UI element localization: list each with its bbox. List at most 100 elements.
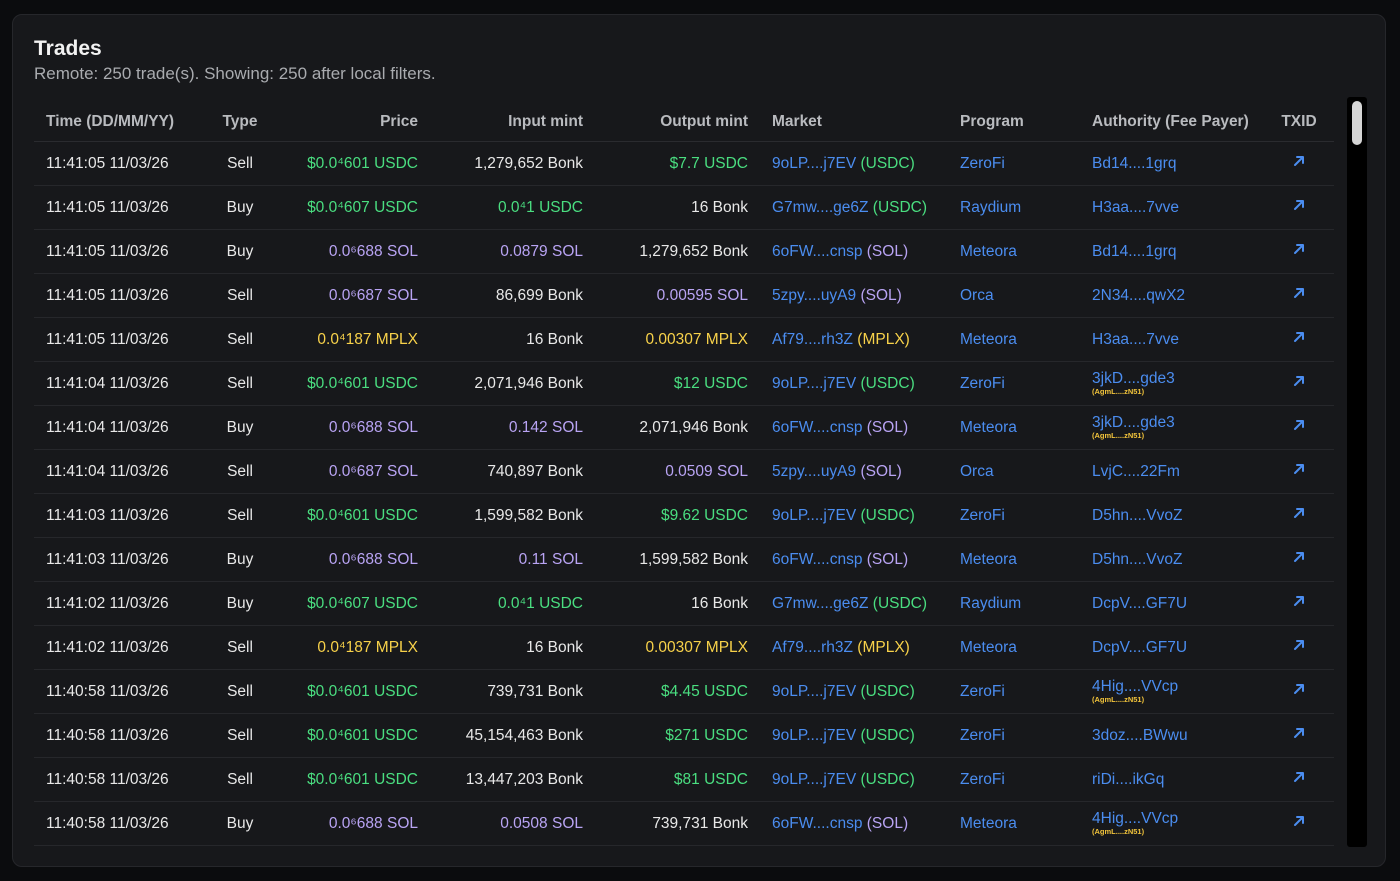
authority-link[interactable]: 4Hig....VVcp — [1092, 678, 1179, 695]
external-link-icon[interactable] — [1292, 770, 1306, 784]
cell-time: 11:40:58 11/03/26 — [34, 757, 200, 802]
authority-link[interactable]: D5hn....VvoZ — [1092, 506, 1183, 524]
market-link[interactable]: 5zpy....uyA9 — [772, 286, 857, 304]
program-link[interactable]: ZeroFi — [960, 682, 1005, 700]
external-link-icon[interactable] — [1292, 374, 1306, 388]
cell-market: 6oFW....cnsp (SOL) — [760, 801, 948, 846]
time-text: 11:41:05 11/03/26 — [46, 330, 169, 348]
cell-market: 9oLP....j7EV (USDC) — [760, 141, 948, 186]
authority-link[interactable]: Bd14....1grq — [1092, 154, 1177, 172]
authority-link[interactable]: Bd14....1grq — [1092, 242, 1177, 260]
external-link-icon[interactable] — [1292, 286, 1306, 300]
program-link[interactable]: Orca — [960, 462, 994, 480]
market-link[interactable]: 5zpy....uyA9 — [772, 462, 857, 480]
authority-link[interactable]: 4Hig....VVcp — [1092, 810, 1179, 827]
market-link[interactable]: 9oLP....j7EV — [772, 770, 857, 788]
program-link[interactable]: ZeroFi — [960, 770, 1005, 788]
authority-link[interactable]: 3jkD....gde3 — [1092, 414, 1175, 431]
price-value: 0.0⁶688 — [328, 814, 383, 832]
cell-output-mint: 1,599,582 Bonk — [595, 537, 760, 582]
external-link-icon[interactable] — [1292, 154, 1306, 168]
cell-price: $0.0⁴601 USDC — [280, 713, 430, 758]
program-link[interactable]: ZeroFi — [960, 726, 1005, 744]
authority-link[interactable]: H3aa....7vve — [1092, 330, 1180, 348]
authority-link[interactable]: 3jkD....gde3 — [1092, 370, 1175, 387]
program-link[interactable]: Raydium — [960, 594, 1022, 612]
market-link[interactable]: 6oFW....cnsp — [772, 418, 863, 436]
cell-input-mint: 740,897 Bonk — [430, 449, 595, 494]
price-value: 0.0⁶688 — [328, 418, 383, 436]
market-link[interactable]: 6oFW....cnsp — [772, 814, 863, 832]
program-link[interactable]: Orca — [960, 286, 994, 304]
input-amount: 13,447,203 — [465, 770, 544, 788]
program-link[interactable]: ZeroFi — [960, 506, 1005, 524]
cell-program: ZeroFi — [948, 757, 1080, 802]
market-link[interactable]: G7mw....ge6Z — [772, 594, 869, 612]
market-link[interactable]: 9oLP....j7EV — [772, 506, 857, 524]
col-header-authority[interactable]: Authority (Fee Payer) — [1080, 103, 1264, 142]
authority-link[interactable]: riDi....ikGq — [1092, 770, 1165, 788]
authority-link[interactable]: H3aa....7vve — [1092, 198, 1180, 216]
market-link[interactable]: 6oFW....cnsp — [772, 242, 863, 260]
col-header-market[interactable]: Market — [760, 103, 948, 142]
market-link[interactable]: Af79....rh3Z — [772, 330, 853, 348]
input-amount: 739,731 — [487, 682, 544, 700]
col-header-txid[interactable]: TXID — [1264, 103, 1334, 142]
col-header-program[interactable]: Program — [948, 103, 1080, 142]
scrollbar-thumb[interactable] — [1352, 101, 1362, 145]
authority-link[interactable]: LvjC....22Fm — [1092, 462, 1180, 480]
col-header-output-mint[interactable]: Output mint — [595, 103, 760, 142]
cell-input-mint: 0.0⁴1 USDC — [430, 581, 595, 626]
external-link-icon[interactable] — [1292, 330, 1306, 344]
table-scrollbar[interactable] — [1347, 97, 1367, 847]
external-link-icon[interactable] — [1292, 462, 1306, 476]
external-link-icon[interactable] — [1292, 814, 1306, 828]
output-amount: 0.00595 — [656, 286, 713, 304]
program-link[interactable]: Meteora — [960, 330, 1017, 348]
market-link[interactable]: 9oLP....j7EV — [772, 374, 857, 392]
output-amount: $271 — [665, 726, 700, 744]
external-link-icon[interactable] — [1292, 594, 1306, 608]
market-quote: (USDC) — [872, 198, 928, 216]
program-link[interactable]: Meteora — [960, 814, 1017, 832]
program-link[interactable]: Meteora — [960, 638, 1017, 656]
cell-time: 11:40:58 11/03/26 — [34, 713, 200, 758]
market-link[interactable]: 6oFW....cnsp — [772, 550, 863, 568]
external-link-icon[interactable] — [1292, 198, 1306, 212]
market-link[interactable]: G7mw....ge6Z — [772, 198, 869, 216]
authority-link[interactable]: DcpV....GF7U — [1092, 638, 1188, 656]
external-link-icon[interactable] — [1292, 506, 1306, 520]
type-text: Sell — [227, 330, 253, 348]
price-unit: MPLX — [375, 330, 418, 348]
col-header-price[interactable]: Price — [280, 103, 430, 142]
program-link[interactable]: ZeroFi — [960, 154, 1005, 172]
external-link-icon[interactable] — [1292, 242, 1306, 256]
program-link[interactable]: Meteora — [960, 550, 1017, 568]
external-link-icon[interactable] — [1292, 682, 1306, 696]
market-link[interactable]: 9oLP....j7EV — [772, 682, 857, 700]
external-link-icon[interactable] — [1292, 418, 1306, 432]
input-unit: SOL — [551, 814, 583, 832]
cell-txid — [1264, 273, 1334, 318]
cell-input-mint: 0.142 SOL — [430, 405, 595, 450]
market-link[interactable]: 9oLP....j7EV — [772, 154, 857, 172]
input-unit: Bonk — [547, 726, 583, 744]
col-header-type[interactable]: Type — [200, 103, 280, 142]
authority-link[interactable]: DcpV....GF7U — [1092, 594, 1188, 612]
authority-link[interactable]: 2N34....qwX2 — [1092, 286, 1186, 304]
program-link[interactable]: ZeroFi — [960, 374, 1005, 392]
col-header-input-mint[interactable]: Input mint — [430, 103, 595, 142]
output-unit: Bonk — [712, 198, 748, 216]
external-link-icon[interactable] — [1292, 726, 1306, 740]
program-link[interactable]: Raydium — [960, 198, 1022, 216]
program-link[interactable]: Meteora — [960, 242, 1017, 260]
market-link[interactable]: 9oLP....j7EV — [772, 726, 857, 744]
input-unit: Bonk — [547, 286, 583, 304]
authority-link[interactable]: 3doz....BWwu — [1092, 726, 1188, 744]
authority-link[interactable]: D5hn....VvoZ — [1092, 550, 1183, 568]
program-link[interactable]: Meteora — [960, 418, 1017, 436]
market-link[interactable]: Af79....rh3Z — [772, 638, 853, 656]
col-header-time[interactable]: Time (DD/MM/YY) — [34, 103, 200, 142]
external-link-icon[interactable] — [1292, 550, 1306, 564]
external-link-icon[interactable] — [1292, 638, 1306, 652]
